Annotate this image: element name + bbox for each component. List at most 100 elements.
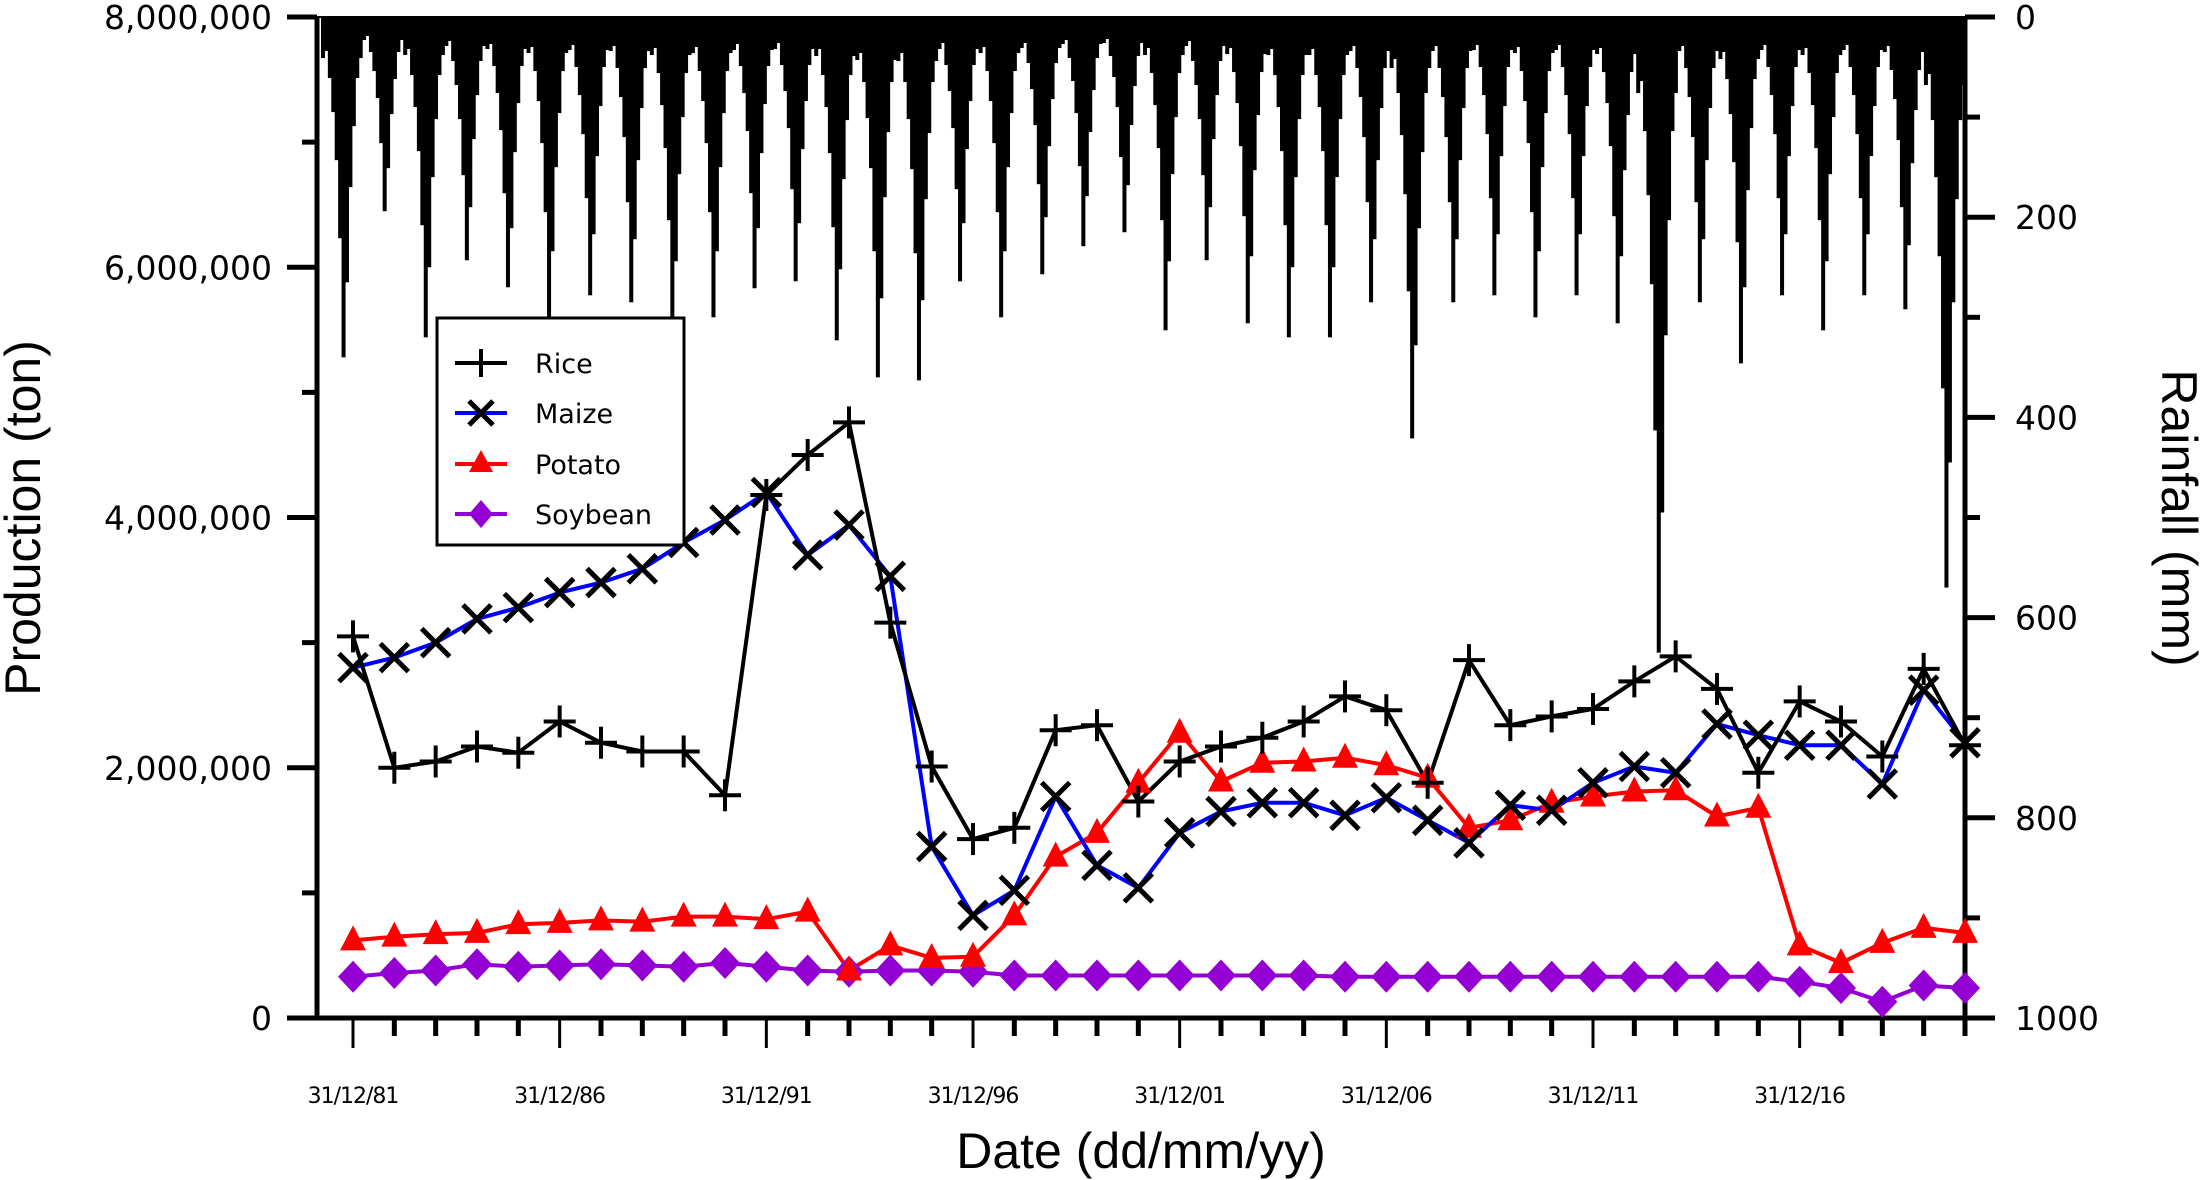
rainfall-bar — [1506, 17, 1511, 68]
rainfall-bar — [1543, 17, 1548, 114]
data-point-potato — [1910, 912, 1937, 938]
rainfall-bar — [358, 17, 363, 59]
rainfall-bar — [334, 17, 339, 161]
rainfall-bar — [838, 17, 843, 270]
rainfall-bar — [666, 17, 671, 221]
rainfall-bar — [1636, 17, 1641, 94]
rainfall-bar — [1334, 17, 1339, 178]
rainfall-bar — [516, 17, 521, 104]
rainfall-bar — [560, 17, 565, 72]
rainfall-bar — [1629, 17, 1634, 73]
rainfall-bar — [564, 17, 569, 54]
legend-label-potato: Potato — [535, 450, 621, 481]
rainfall-bar — [1420, 17, 1425, 153]
rainfall-bar — [581, 17, 586, 135]
rainfall-bar — [762, 17, 767, 105]
rainfall-bar — [1834, 17, 1839, 74]
rainfall-bar — [1184, 17, 1189, 47]
rainfall-bar — [1598, 17, 1603, 49]
data-point-soybean — [668, 950, 699, 983]
rainfall-bar — [454, 17, 459, 86]
rainfall-bar — [1160, 17, 1165, 221]
rainfall-bar — [649, 17, 654, 56]
rainfall-bar — [1444, 17, 1449, 138]
rainfall-bar — [584, 17, 589, 199]
rainfall-bar — [1081, 17, 1086, 247]
rainfall-bar — [1927, 17, 1932, 75]
data-point-rice — [1866, 740, 1899, 773]
data-point-maize — [1246, 787, 1279, 819]
rainfall-bar — [766, 17, 771, 67]
data-point-potato — [1249, 747, 1276, 773]
rainfall-bar — [1495, 17, 1500, 235]
rainfall-bar — [745, 17, 750, 132]
rainfall-bar — [1204, 17, 1209, 261]
rainfall-bar — [1838, 17, 1843, 56]
data-point-potato — [1952, 917, 1978, 943]
rainfall-bar — [958, 17, 963, 282]
rainfall-bar — [1526, 17, 1531, 144]
rainfall-bar — [687, 17, 692, 56]
rainfall-bar — [382, 17, 387, 212]
rainfall-bar — [440, 17, 445, 56]
data-point-rice — [667, 735, 700, 768]
rainfall-bar — [375, 17, 380, 99]
rainfall-bar — [639, 17, 644, 109]
data-point-maize — [1866, 768, 1899, 800]
data-point-maize — [1163, 817, 1196, 849]
data-point-soybean — [999, 959, 1030, 992]
rainfall-bar — [1362, 17, 1367, 138]
rainfall-bar — [605, 17, 610, 51]
data-point-potato — [1332, 742, 1358, 768]
rainfall-bar — [982, 17, 987, 48]
rainfall-bar — [557, 17, 562, 114]
rainfall-bar — [1488, 17, 1493, 199]
data-point-potato — [670, 901, 697, 927]
rainfall-bar — [889, 17, 894, 83]
rainfall-bar — [536, 17, 541, 102]
x-tick-label: 31/12/86 — [514, 1084, 605, 1109]
data-point-soybean — [627, 949, 658, 982]
series-line-rice — [351, 420, 1967, 842]
rainfall-bar — [1173, 17, 1178, 118]
rainfall-bar — [1146, 17, 1151, 49]
rainfall-bar — [1417, 17, 1422, 229]
rainfall-bar — [392, 17, 397, 80]
rainfall-bar — [1773, 17, 1778, 135]
rainfall-bar — [1906, 17, 1911, 246]
data-point-rice — [337, 620, 369, 653]
rainfall-bar — [1619, 17, 1624, 257]
rainfall-bar — [1742, 17, 1747, 288]
rainfall-bar — [1639, 17, 1644, 82]
rainfall-bar — [1266, 17, 1271, 56]
rainfall-bar — [571, 17, 576, 46]
rainfall-bar — [642, 17, 647, 69]
rainfall-bar — [999, 17, 1004, 318]
rainfall-bar — [1810, 17, 1815, 106]
rainfall-bar — [416, 17, 421, 152]
rainfall-bar — [1067, 17, 1072, 59]
rainfall-bar — [1033, 17, 1038, 126]
data-point-soybean — [792, 954, 823, 987]
rainfall-bar — [1752, 17, 1757, 80]
rainfall-bar — [1886, 17, 1891, 47]
data-point-rice — [1081, 709, 1113, 742]
rainfall-bar — [1317, 17, 1322, 108]
rainfall-bar — [1708, 17, 1713, 109]
rainfall-bar — [1156, 17, 1161, 149]
rainfall-bar — [1214, 17, 1219, 96]
rainfall-bar — [1512, 17, 1517, 54]
data-point-maize — [337, 651, 369, 684]
rainfall-bar — [1351, 17, 1356, 47]
rainfall-bar — [1273, 17, 1278, 76]
rainfall-bar — [1502, 17, 1507, 107]
rainfall-bar — [1910, 17, 1915, 164]
rainfall-bar — [1697, 17, 1702, 303]
rainfall-bar — [519, 17, 524, 67]
rainfall-bar — [1591, 17, 1596, 51]
rainfall-bar — [567, 17, 572, 51]
data-point-rice — [461, 730, 493, 763]
rainfall-bar — [1218, 17, 1223, 62]
rainfall-bar — [899, 17, 904, 54]
